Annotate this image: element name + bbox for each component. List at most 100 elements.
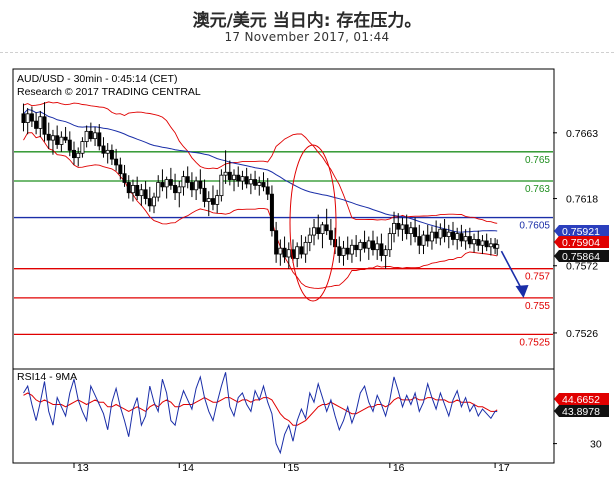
candle-body [72, 149, 77, 159]
projection-arrow [500, 250, 529, 298]
candle-body [324, 224, 329, 232]
time-axis: 13 14 15 16 17 [73, 462, 510, 474]
candle-body [164, 179, 169, 188]
candle-body [189, 182, 194, 191]
price-tag-label: 0.75864 [562, 251, 600, 263]
candle-body [286, 249, 291, 258]
volatility-ellipse [289, 144, 337, 302]
candle-body [232, 174, 237, 180]
candle-body [404, 224, 409, 235]
candle-body [80, 141, 85, 154]
page-title: 澳元/美元 当日内: 存在压力。 [192, 11, 422, 31]
candle-body [434, 231, 439, 239]
rsi-tag-box [559, 405, 609, 417]
candle-body [320, 224, 325, 235]
candle-body [160, 182, 165, 188]
rsi-lines [23, 372, 498, 455]
time-tick-label: 16 [393, 462, 405, 474]
candle-body [484, 240, 489, 248]
candle-body [400, 224, 405, 230]
candle-body [450, 231, 455, 240]
candle-body [139, 189, 144, 197]
candle-body [240, 176, 245, 182]
candle-body [370, 240, 375, 251]
header-separator [0, 52, 614, 53]
level-label: 0.763 [525, 184, 550, 195]
rsi-tag-label: 44.6652 [562, 394, 600, 406]
candle-body [50, 135, 55, 141]
level-label: 0.7525 [519, 337, 550, 348]
candle-body [299, 246, 304, 255]
price-axis: 0.7663 0.7618 0.7572 0.7526 [553, 128, 598, 340]
candle-body [59, 136, 64, 145]
time-tick-label: 17 [498, 462, 510, 474]
candle-body [177, 186, 182, 194]
candle-body [55, 135, 60, 145]
candle-body [198, 180, 203, 189]
candle-body [467, 236, 472, 245]
candle-body [206, 198, 211, 202]
price-tick-label: 0.7572 [566, 261, 598, 273]
candle-body [236, 174, 241, 182]
candle-body [261, 182, 266, 188]
rsi-line [23, 372, 498, 455]
candle-body [476, 239, 481, 246]
support-resistance-levels: 0.765 0.763 0.7605 0.757 0.755 0.7525 [14, 151, 553, 348]
price-tag-box [559, 236, 609, 248]
candle-body [341, 247, 346, 256]
candle-body [337, 246, 342, 256]
candle-body [362, 241, 367, 249]
candle-body [488, 243, 493, 248]
candle-body [295, 246, 300, 259]
candle-body [387, 233, 392, 251]
candle-body [358, 241, 363, 251]
candle-body [173, 185, 178, 194]
candle-body [38, 116, 43, 129]
candle-body [227, 171, 232, 180]
candle-body [396, 222, 401, 230]
price-tag-pointer [554, 250, 559, 262]
level-label: 0.765 [525, 155, 550, 166]
candle-body [303, 241, 308, 255]
rsi-tag-label: 43.8978 [562, 406, 600, 418]
price-tick-label: 0.7526 [566, 328, 598, 340]
candle-body [244, 176, 249, 185]
candle-body [269, 193, 274, 232]
price-tick-label: 0.7618 [566, 194, 598, 206]
candle-body [392, 222, 397, 235]
candle-body [88, 130, 93, 140]
level-label: 0.757 [525, 272, 550, 283]
price-tag-pointer [554, 236, 559, 248]
candle-body [265, 186, 270, 195]
candle-body [349, 244, 354, 255]
candle-body [67, 139, 72, 151]
candle-body [97, 132, 102, 147]
candle-body [118, 164, 123, 175]
candle-body [463, 236, 468, 242]
candle-body [421, 234, 426, 246]
candle-body [442, 228, 447, 237]
rsi-ma-line [23, 392, 498, 426]
candle-body [316, 227, 321, 235]
candle-body [429, 231, 434, 242]
candle-body [76, 152, 81, 159]
candle-body [210, 198, 215, 205]
candle-body [379, 243, 384, 256]
candle-body [345, 247, 350, 255]
candle-body [194, 180, 199, 191]
time-tick-label: 14 [182, 462, 194, 474]
rsi-title: RSI14 - 9MA [17, 371, 77, 383]
candle-body [278, 247, 283, 255]
lower-band [23, 132, 498, 289]
candle-body [25, 113, 30, 123]
candle-body [413, 227, 418, 237]
symbol-line: AUD/USD - 30min - 0:45:14 (CET) [17, 73, 177, 85]
candle-body [185, 176, 190, 183]
candle-body [105, 149, 110, 154]
candlesticks [21, 102, 500, 269]
candle-body [366, 240, 371, 249]
candle-body [328, 230, 333, 240]
candle-body [215, 195, 220, 205]
